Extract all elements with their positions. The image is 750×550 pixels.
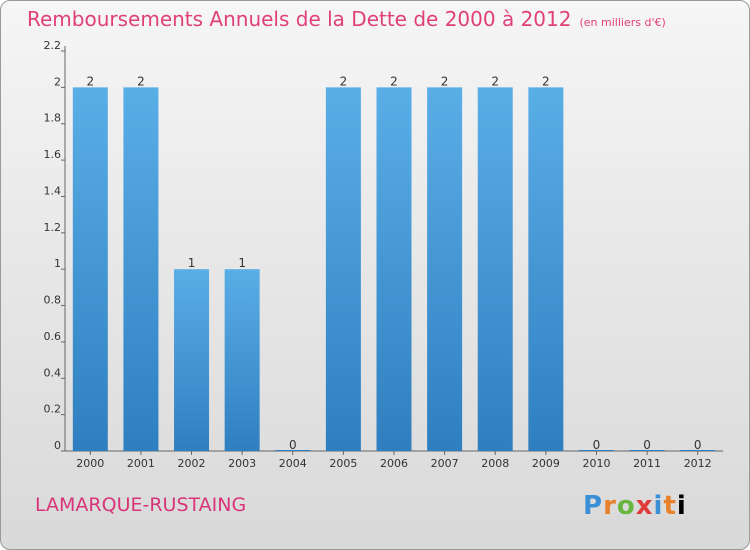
x-tick-label: 2005 [329,457,357,470]
x-tick-label: 2007 [431,457,459,470]
bar [275,450,311,451]
y-tick-label: 2 [54,75,61,88]
bar [123,87,159,451]
x-tick-label: 2002 [178,457,206,470]
logo-letter: x [635,491,654,521]
x-tick-label: 2001 [127,457,155,470]
bar [427,87,463,451]
data-label: 2 [542,74,550,88]
x-tick-label: 2010 [582,457,610,470]
y-tick-label: 1.4 [44,184,62,197]
y-tick-label: 2.2 [44,39,62,52]
y-tick-label: 0.6 [44,330,62,343]
x-tick-label: 2009 [532,457,560,470]
x-tick-label: 2012 [684,457,712,470]
commune-name: LAMARQUE-RUSTAING [35,494,247,516]
bar [680,450,716,451]
logo-letter: i [676,491,687,521]
data-label: 0 [289,438,297,452]
logo-letter: P [583,491,604,521]
y-tick-label: 1.6 [44,148,62,161]
y-tick-label: 1.8 [44,112,62,125]
x-tick-label: 2011 [633,457,661,470]
x-tick-label: 2003 [228,457,256,470]
data-label: 2 [441,74,449,88]
y-tick-label: 0.4 [44,366,62,379]
data-label: 0 [593,438,601,452]
bar [174,269,210,451]
bar [72,87,108,451]
y-tick-label: 0.2 [44,403,62,416]
bar [629,450,665,451]
chart-unit: (en milliers d'€) [579,16,666,29]
data-label: 2 [340,74,348,88]
logo-letter: r [603,491,617,521]
x-tick-label: 2000 [76,457,104,470]
chart-title-text: Remboursements Annuels de la Dette de 20… [27,7,572,31]
x-tick-label: 2008 [481,457,509,470]
data-label: 0 [643,438,651,452]
x-tick-label: 2004 [279,457,307,470]
y-tick-label: 0 [54,439,61,452]
logo-letter: i [653,491,664,521]
bar [376,87,412,451]
y-tick-label: 0.8 [44,294,62,307]
data-label: 2 [86,74,94,88]
y-tick-label: 1 [54,257,61,270]
data-label: 2 [390,74,398,88]
data-label: 1 [188,256,196,270]
bar [477,87,513,451]
data-label: 2 [491,74,499,88]
bar [224,269,260,451]
y-tick-label: 1.2 [44,221,62,234]
data-label: 1 [238,256,246,270]
x-tick-label: 2006 [380,457,408,470]
bar [528,87,564,451]
data-label: 2 [137,74,145,88]
bar [578,450,614,451]
bar [325,87,361,451]
logo-letter: o [616,491,636,521]
data-label: 0 [694,438,702,452]
logo-letter: t [663,491,677,521]
proxiti-logo[interactable]: Proxiti [583,491,687,521]
chart-title: Remboursements Annuels de la Dette de 20… [27,7,666,31]
